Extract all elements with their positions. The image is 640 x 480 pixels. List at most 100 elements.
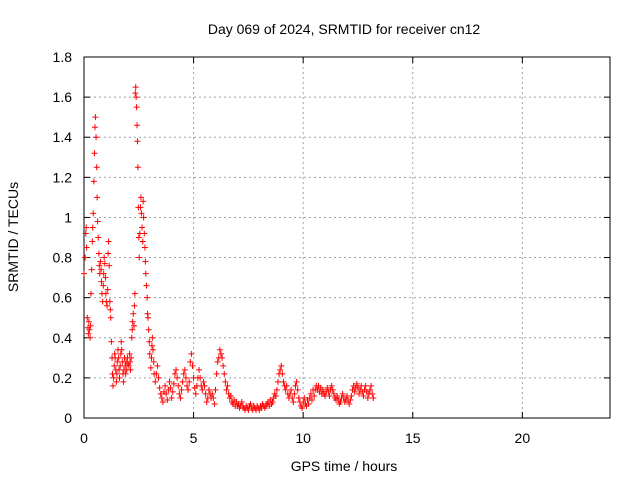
data-point: [139, 238, 146, 245]
data-point: [104, 302, 111, 309]
data-point: [291, 390, 298, 397]
data-point: [126, 350, 133, 357]
data-point: [83, 224, 90, 231]
data-point: [217, 350, 224, 357]
data-point: [137, 194, 144, 201]
data-point: [145, 326, 152, 333]
data-point: [98, 266, 105, 273]
data-point: [139, 224, 146, 231]
data-point: [224, 382, 231, 389]
data-point: [109, 382, 116, 389]
data-point: [351, 388, 358, 395]
data-point: [370, 394, 377, 401]
data-point: [134, 138, 141, 145]
data-point: [150, 346, 157, 353]
data-point: [187, 358, 194, 365]
data-point: [116, 374, 123, 381]
data-point: [189, 362, 196, 369]
data-point: [362, 382, 369, 389]
data-point: [197, 374, 204, 381]
data-point: [120, 378, 127, 385]
data-point: [154, 362, 161, 369]
data-point: [131, 302, 138, 309]
data-point: [88, 266, 95, 273]
data-point: [308, 396, 315, 403]
data-point: [168, 394, 175, 401]
data-point: [129, 318, 136, 325]
data-point: [212, 386, 219, 393]
data-point: [132, 90, 139, 97]
data-point: [128, 334, 135, 341]
data-point: [88, 290, 95, 297]
data-point: [106, 262, 113, 269]
data-point: [153, 370, 160, 377]
data-point: [138, 210, 145, 217]
data-point: [142, 258, 149, 265]
y-tick-label: 0.4: [53, 330, 73, 346]
data-point: [227, 392, 234, 399]
data-point: [277, 366, 284, 373]
data-point: [89, 238, 96, 245]
data-point: [210, 394, 217, 401]
data-point: [221, 370, 228, 377]
data-point: [128, 354, 135, 361]
data-point: [131, 290, 138, 297]
data-point: [329, 386, 336, 393]
data-point: [311, 392, 318, 399]
data-point: [110, 374, 117, 381]
data-point: [117, 362, 124, 369]
data-point: [339, 390, 346, 397]
data-point: [295, 394, 302, 401]
data-point: [163, 390, 170, 397]
data-point: [134, 122, 141, 129]
data-point: [132, 84, 139, 91]
data-point: [105, 238, 112, 245]
data-point: [283, 382, 290, 389]
y-tick-label: 0.6: [53, 290, 73, 306]
data-point: [141, 244, 148, 251]
data-point: [192, 390, 199, 397]
plot-border: [83, 56, 611, 419]
data-point: [143, 282, 150, 289]
data-point: [149, 334, 156, 341]
data-point: [170, 380, 177, 387]
data-point: [288, 386, 295, 393]
data-point: [114, 358, 121, 365]
data-point: [85, 318, 92, 325]
data-point: [364, 394, 371, 401]
data-point: [94, 194, 101, 201]
y-tick-label: 1.8: [53, 49, 73, 65]
data-point: [104, 286, 111, 293]
data-point: [201, 382, 208, 389]
data-point: [238, 398, 245, 405]
data-point: [199, 386, 206, 393]
y-tick-label: 1.2: [53, 169, 73, 185]
data-point: [247, 400, 254, 407]
y-tick-label: 1: [64, 209, 72, 225]
data-point: [147, 364, 154, 371]
data-point: [127, 358, 134, 365]
data-point: [279, 370, 286, 377]
data-point: [82, 254, 89, 261]
data-point: [133, 104, 140, 111]
data-point: [346, 400, 353, 407]
data-point: [203, 398, 210, 405]
data-point: [144, 314, 151, 321]
data-point: [135, 234, 142, 241]
data-point: [200, 378, 207, 385]
data-point: [184, 382, 191, 389]
data-point: [274, 378, 281, 385]
data-point: [179, 378, 186, 385]
data-point: [166, 378, 173, 385]
data-point: [140, 214, 147, 221]
data-point: [106, 298, 113, 305]
data-point: [81, 270, 87, 277]
y-axis-label: SRMTID / TECUs: [5, 182, 21, 292]
data-point: [307, 390, 314, 397]
data-point: [289, 394, 296, 401]
data-point: [205, 386, 212, 393]
data-point: [91, 150, 98, 157]
data-point: [87, 322, 94, 329]
